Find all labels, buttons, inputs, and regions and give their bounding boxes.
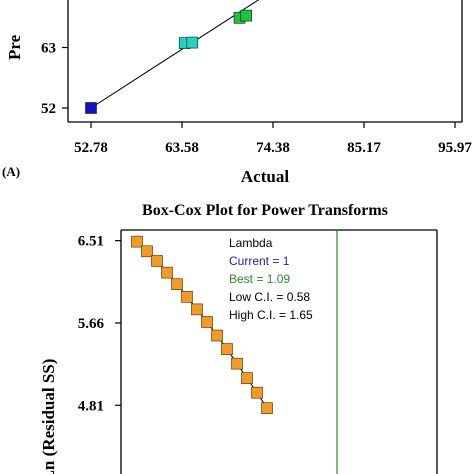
panel-a-x-tick-label: 85.17 (347, 140, 381, 156)
panel-a-x-axis-label: Actual (241, 167, 289, 186)
legend-header: Lambda (229, 236, 273, 250)
panel-a-x-tick-label: 74.38 (256, 140, 290, 156)
box-cox-data-point (241, 372, 253, 384)
panel-a-x-ticks: 52.78 63.58 74.38 85.17 95.97 (74, 122, 472, 156)
legend-current: Current = 1 (229, 254, 290, 268)
box-cox-data-point (261, 402, 273, 414)
box-cox-data-point (191, 303, 203, 316)
box-cox-data-point (211, 329, 223, 342)
panel-b-y-tick-label: 4.81 (78, 398, 104, 414)
panel-a-y-tick-label: 52 (41, 101, 56, 117)
box-cox-data-point (151, 255, 163, 267)
box-cox-data-point (131, 235, 143, 248)
panel-a-x-tick-label: 63.58 (165, 140, 199, 156)
panel-label-a: (A) (2, 164, 20, 179)
panel-a-points (85, 9, 253, 114)
box-cox-data-point (231, 357, 243, 370)
panel-a-y-ticks: 52 63 (41, 41, 68, 117)
panel-a-y-tick-label: 63 (41, 41, 56, 57)
panel-a-data-point (85, 102, 97, 114)
panel-a-data-point (240, 9, 253, 22)
panel-a-reference-line (90, 0, 260, 109)
legend-best: Best = 1.09 (229, 272, 290, 286)
panel-a-y-axis-label: Pre (5, 34, 24, 60)
box-cox-data-point (141, 245, 153, 258)
panel-b-y-tick-label: 5.66 (78, 316, 105, 332)
panel-a-x-tick-label: 52.78 (74, 140, 108, 156)
lambda-legend: Lambda Current = 1 Best = 1.09 Low C.I. … (229, 236, 313, 322)
panel-a-data-point (186, 36, 199, 49)
box-cox-title: Box-Cox Plot for Power Transforms (142, 202, 388, 219)
legend-low-ci: Low C.I. = 0.58 (229, 290, 310, 304)
box-cox-data-point (201, 316, 213, 328)
box-cox-points (131, 235, 273, 414)
panel-b-y-ticks: 6.51 5.66 4.81 (78, 234, 121, 414)
box-cox-data-point (251, 386, 263, 399)
panel-b-y-axis-label: Ln (Residual SS) (39, 359, 58, 474)
box-cox-data-point (161, 266, 173, 279)
box-cox-data-point (171, 278, 183, 291)
legend-high-ci: High C.I. = 1.65 (229, 308, 313, 322)
box-cox-data-point (221, 343, 233, 355)
box-cox-data-point (181, 291, 193, 303)
panel-a: 52.78 63.58 74.38 85.17 95.97 52 63 Pre Actua… (2, 0, 472, 186)
panel-a-x-tick-label: 95.97 (438, 140, 472, 156)
panel-b: Box-Cox Plot for Power Transforms 6.51 5.… (39, 202, 438, 474)
panel-b-y-tick-label: 6.51 (78, 234, 104, 250)
